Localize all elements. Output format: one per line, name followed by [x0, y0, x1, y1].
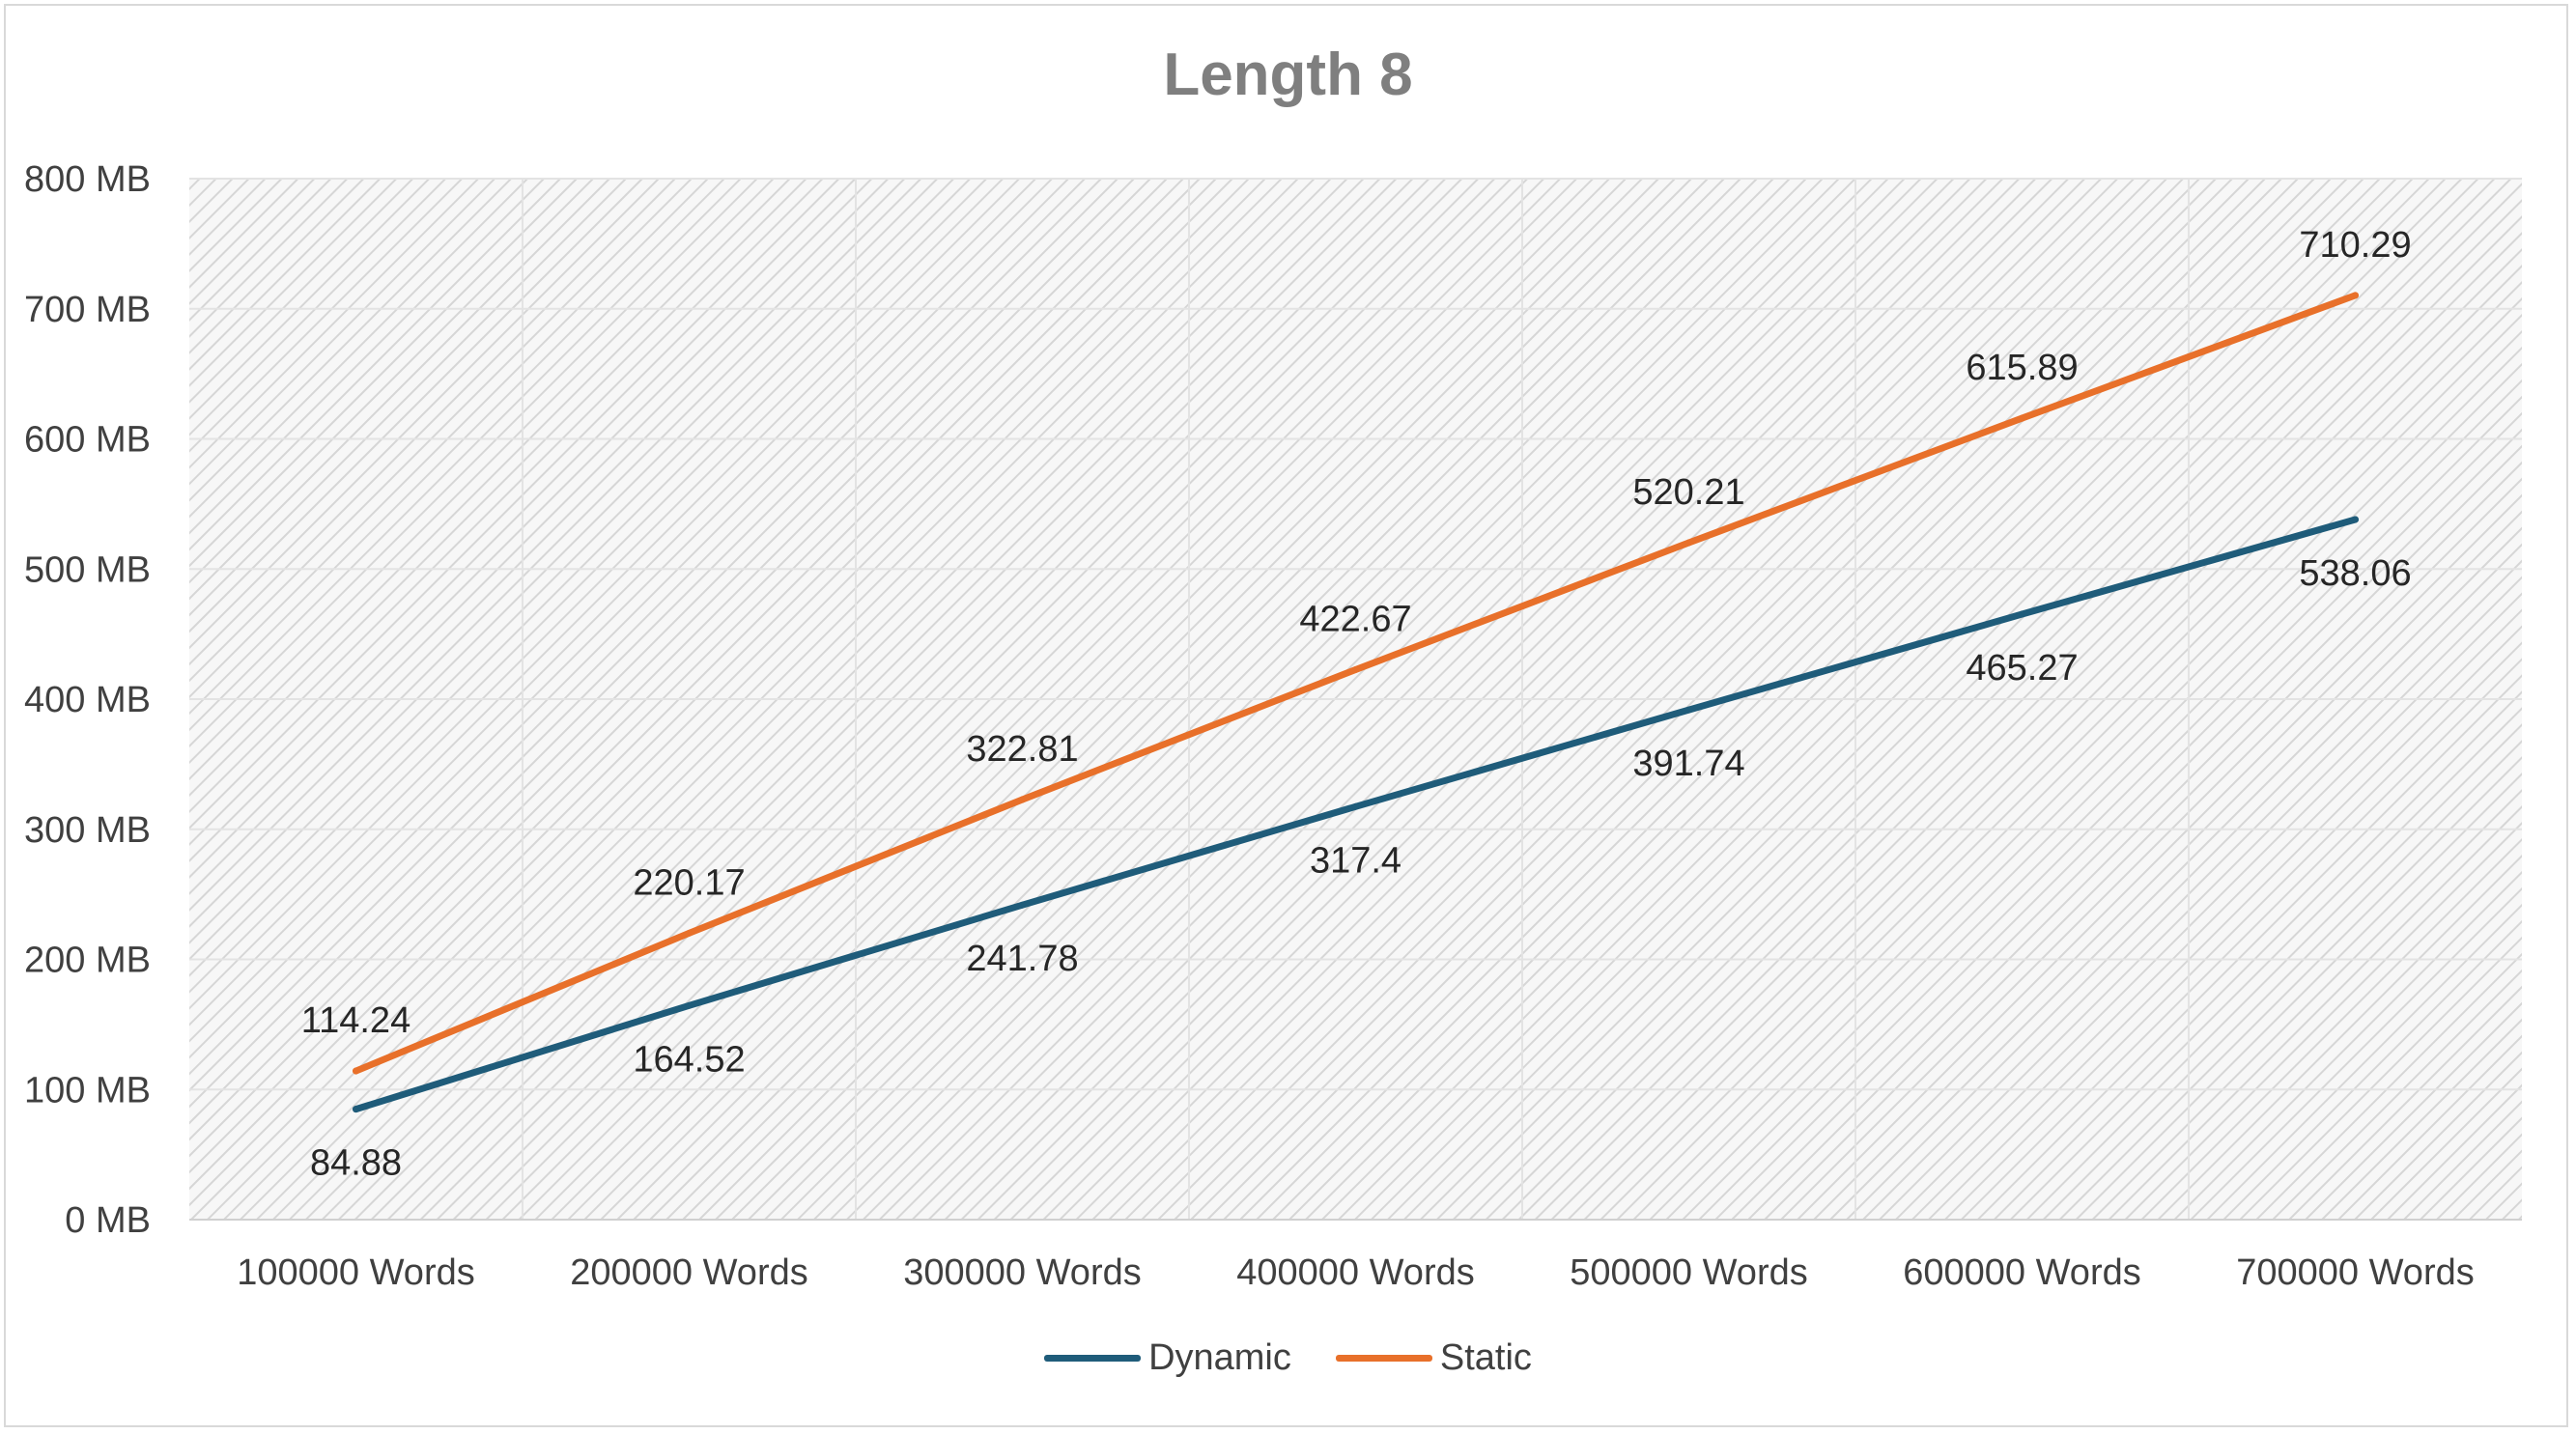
x-tick-label: 100000 Words: [237, 1252, 474, 1293]
y-tick-label: 500 MB: [24, 549, 151, 590]
data-label-dynamic: 465.27: [1966, 648, 2078, 689]
y-tick-label: 400 MB: [24, 680, 151, 720]
x-tick-label: 500000 Words: [1570, 1252, 1807, 1293]
data-label-dynamic: 241.78: [966, 939, 1078, 979]
legend-swatch: [1044, 1355, 1142, 1362]
data-point-static: [353, 1067, 359, 1075]
x-tick-label: 200000 Words: [570, 1252, 807, 1293]
x-tick-label: 300000 Words: [903, 1252, 1141, 1293]
data-label-static: 710.29: [2299, 225, 2411, 266]
data-point-dynamic: [353, 1106, 359, 1113]
data-label-static: 322.81: [966, 729, 1078, 770]
data-point-static: [1352, 665, 1359, 673]
data-point-dynamic: [2019, 610, 2025, 618]
data-point-dynamic: [1352, 802, 1359, 810]
data-label-dynamic: 164.52: [633, 1039, 745, 1080]
y-tick-label: 200 MB: [24, 941, 151, 981]
data-label-dynamic: 317.4: [1310, 840, 1401, 881]
data-label-dynamic: 84.88: [310, 1143, 402, 1184]
legend-swatch: [1335, 1355, 1432, 1362]
data-label-static: 220.17: [633, 862, 745, 903]
data-point-dynamic: [1019, 901, 1026, 909]
y-tick-label: 0 MB: [65, 1200, 151, 1241]
data-point-dynamic: [2352, 516, 2359, 523]
data-label-static: 422.67: [1299, 599, 1411, 639]
data-point-static: [2019, 414, 2025, 422]
y-tick-label: 600 MB: [24, 420, 151, 461]
y-tick-label: 300 MB: [24, 810, 151, 851]
data-label-dynamic: 391.74: [1632, 744, 1744, 784]
legend-item-static: Static: [1335, 1337, 1532, 1379]
legend-item-dynamic: Dynamic: [1044, 1337, 1291, 1379]
chart-title: Length 8: [1163, 42, 1413, 108]
legend-label: Static: [1439, 1337, 1532, 1378]
legend: Dynamic Static: [0, 1337, 2576, 1379]
data-point-dynamic: [686, 1001, 693, 1009]
legend-label: Dynamic: [1148, 1337, 1291, 1378]
data-point-static: [1685, 539, 1692, 547]
data-label-static: 520.21: [1632, 472, 1744, 513]
y-tick-label: 100 MB: [24, 1070, 151, 1111]
data-point-dynamic: [1685, 706, 1692, 714]
data-label-dynamic: 538.06: [2299, 553, 2411, 594]
x-tick-label: 400000 Words: [1236, 1252, 1474, 1293]
data-point-static: [1019, 796, 1026, 803]
data-point-static: [686, 929, 693, 937]
y-tick-label: 700 MB: [24, 290, 151, 330]
x-tick-label: 600000 Words: [1903, 1252, 2140, 1293]
data-label-static: 615.89: [1966, 348, 2078, 388]
x-tick-label: 700000 Words: [2236, 1252, 2474, 1293]
y-tick-label: 800 MB: [24, 159, 151, 200]
data-label-static: 114.24: [301, 1000, 410, 1041]
data-point-static: [2352, 292, 2359, 299]
